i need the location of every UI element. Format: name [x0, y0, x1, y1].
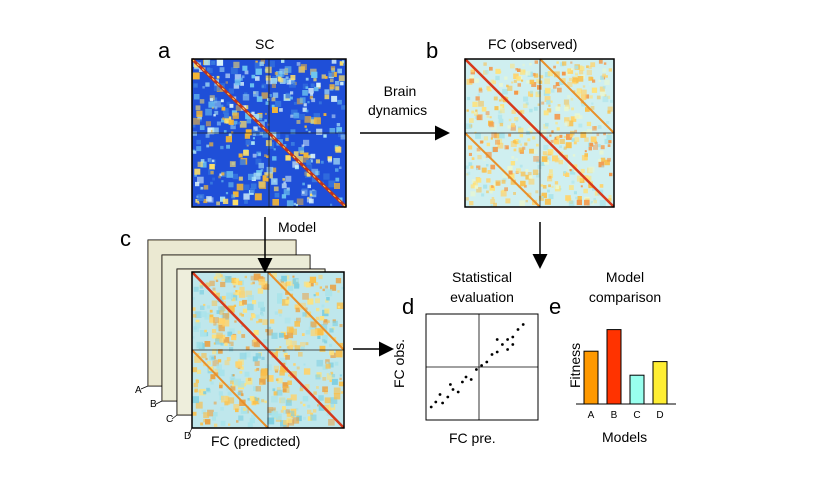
scatter-point: [441, 401, 444, 405]
stack-label-a: A: [135, 385, 142, 396]
scatter-point: [521, 323, 525, 326]
scatter-point: [456, 390, 460, 394]
fc-observed-matrix: [464, 58, 615, 208]
stack-label-b: B: [150, 399, 157, 410]
bar-xlabel: Models: [602, 429, 648, 445]
sc-title: SC: [255, 36, 275, 52]
scatter-point: [485, 360, 489, 364]
scatter-point: [495, 350, 499, 354]
scatter-point: [464, 375, 468, 379]
scatter-point: [495, 338, 499, 341]
sc-matrix: [190, 57, 348, 209]
scatter-point: [438, 393, 442, 396]
stack-label-c: C: [166, 414, 174, 425]
scatter-point: [449, 383, 452, 386]
fc-predicted-stack: [140, 239, 345, 437]
model-label: Model: [278, 219, 317, 235]
scatter-point: [451, 388, 455, 391]
panel-letter-b: b: [426, 38, 439, 63]
bar-a: [583, 350, 599, 405]
scatter-point: [480, 364, 483, 367]
scatter-point: [429, 405, 433, 409]
scatter-point: [506, 338, 509, 341]
panel-letter-d: d: [402, 294, 415, 319]
scatter-point: [506, 348, 509, 351]
fc-predicted-title: FC (predicted): [211, 433, 301, 449]
bar-tick-label: B: [611, 410, 618, 421]
bar-tick-label: D: [656, 410, 663, 421]
panel-letter-a: a: [158, 38, 171, 63]
scatter-point: [490, 353, 494, 356]
brain-dynamics-label-1: Brain: [383, 83, 417, 99]
bar-tick-label: C: [633, 410, 640, 421]
bar-c: [629, 374, 645, 405]
bar-tick-label: A: [588, 410, 595, 421]
panel-letter-e: e: [549, 294, 562, 319]
model-comparison-title-2: comparison: [588, 289, 662, 305]
scatter-xlabel: FC pre.: [449, 430, 496, 446]
scatter-point: [511, 343, 515, 346]
scatter-point: [501, 343, 504, 346]
scatter-point: [446, 395, 450, 399]
model-comparison-title-1: Model: [605, 269, 645, 285]
stat-eval-title-1: Statistical: [452, 269, 512, 285]
scatter-point: [461, 380, 464, 384]
scatter-plot: [425, 313, 539, 421]
fc-observed-title: FC (observed): [488, 36, 578, 52]
scatter-point: [469, 378, 473, 381]
bar-chart: A B C D: [576, 329, 676, 421]
stat-eval-title-2: evaluation: [450, 289, 514, 305]
scatter-point: [516, 328, 520, 331]
bar-b: [606, 329, 622, 405]
stack-label-d: D: [184, 431, 192, 442]
bar-d: [652, 361, 668, 405]
scatter-point: [475, 368, 478, 371]
scatter-point: [511, 335, 515, 339]
brain-dynamics-label-2: dynamics: [368, 102, 428, 118]
scatter-point: [434, 400, 438, 404]
panel-letter-c: c: [120, 226, 131, 251]
